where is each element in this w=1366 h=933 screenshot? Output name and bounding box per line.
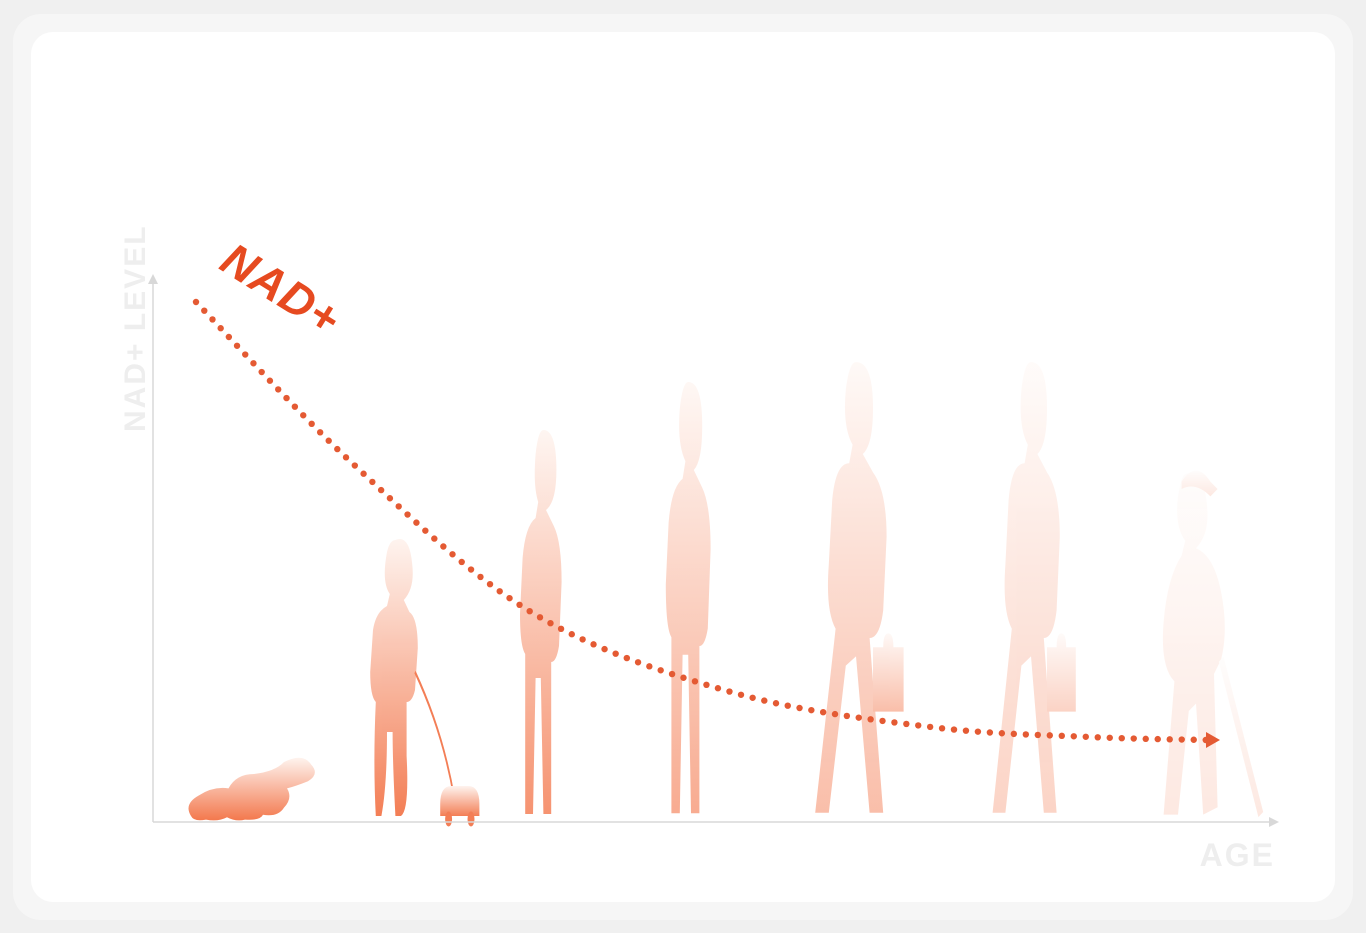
figure-young-adult: [666, 382, 711, 813]
figure-adult: [815, 362, 903, 813]
figure-elderly: [1163, 470, 1261, 814]
x-axis-label: AGE: [1200, 837, 1275, 874]
life-stage-figures: [189, 362, 1261, 827]
figure-child: [370, 539, 479, 827]
chart-panel: NAD+ LEVEL AGE NAD+: [31, 32, 1335, 902]
figure-baby: [189, 757, 315, 820]
figure-middle-aged: [993, 362, 1076, 813]
figure-teen: [520, 430, 562, 814]
axes: [148, 274, 1279, 827]
outer-frame: NAD+ LEVEL AGE NAD+: [13, 14, 1353, 920]
y-axis-label: NAD+ LEVEL: [119, 224, 153, 432]
infographic-svg: [31, 32, 1335, 902]
